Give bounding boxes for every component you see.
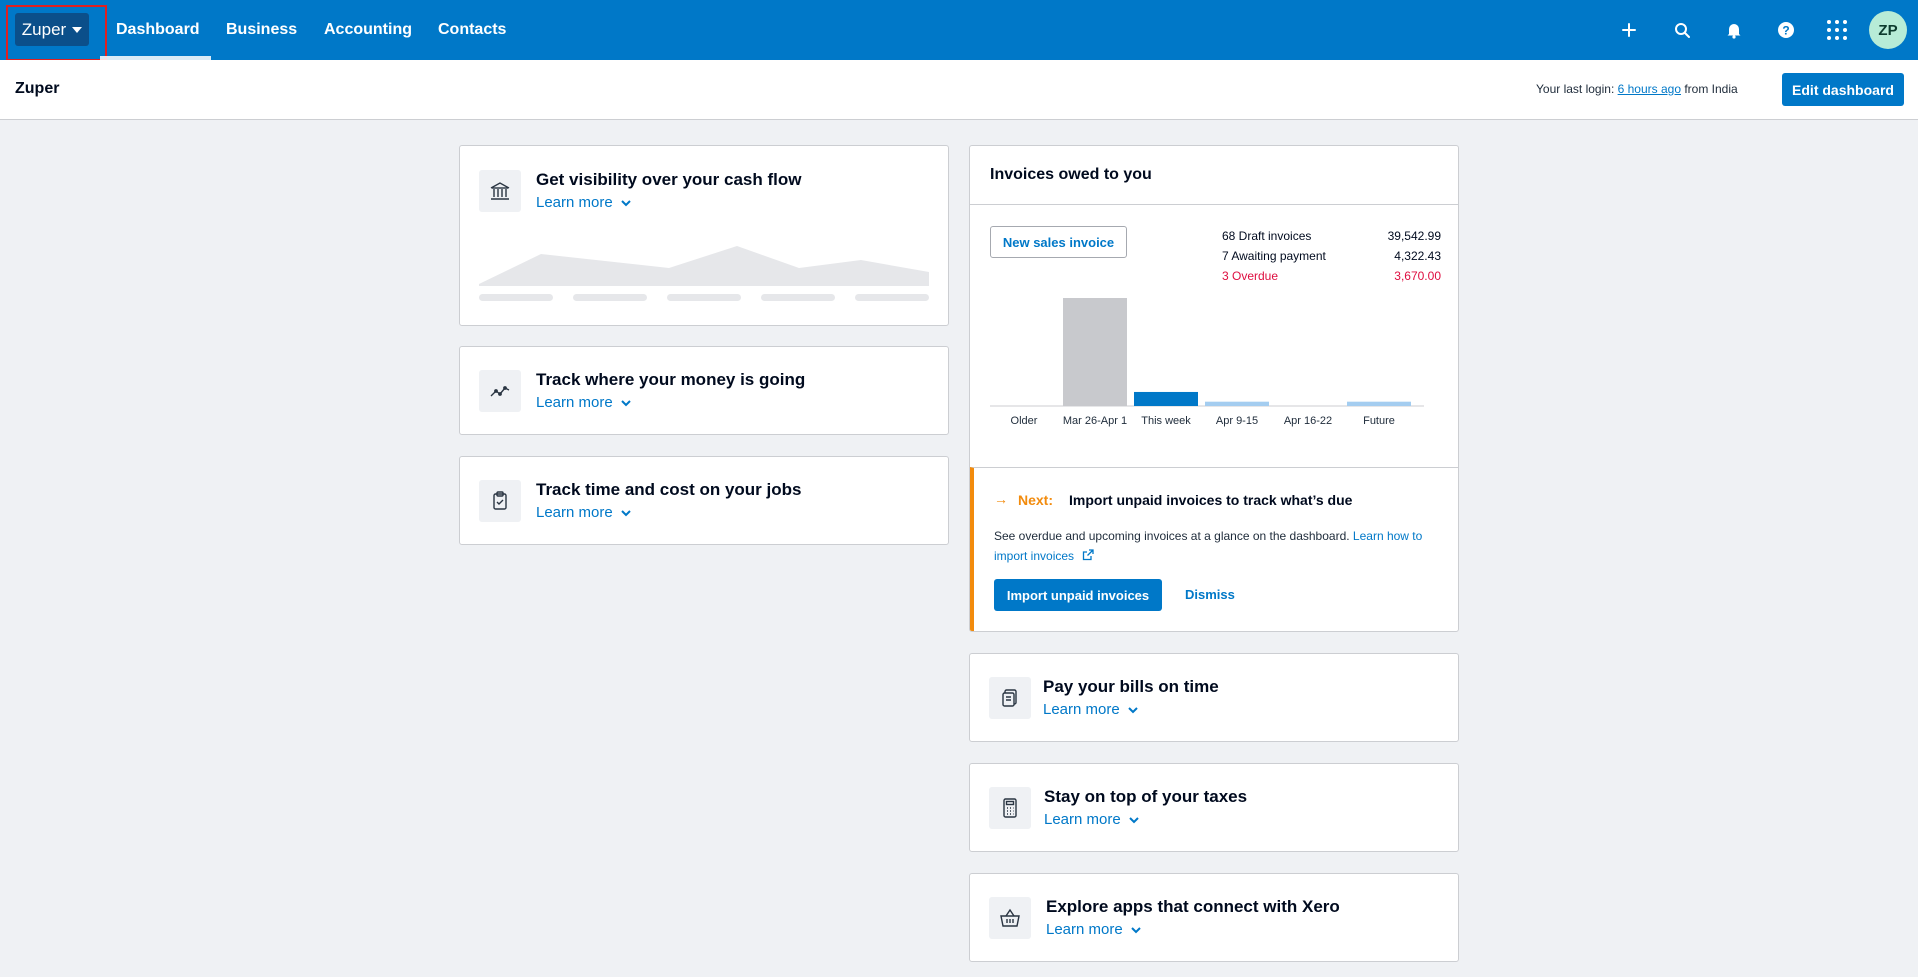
last-login-text: Your last login: 6 hours ago from India — [1536, 82, 1738, 96]
last-login-suffix: from India — [1681, 82, 1738, 96]
learn-more-label: Learn more — [1044, 811, 1121, 828]
chart-bar[interactable] — [1134, 391, 1198, 406]
basket-icon — [989, 897, 1031, 939]
org-switcher-label: Zuper — [21, 19, 67, 39]
bank-icon — [479, 170, 521, 212]
calculator-icon — [989, 787, 1031, 829]
stat-value: 4,322.43 — [1394, 249, 1441, 263]
learn-more-link[interactable]: Learn more — [536, 194, 632, 211]
plus-icon[interactable] — [1616, 17, 1642, 43]
dismiss-button[interactable]: Dismiss — [1185, 587, 1235, 602]
cash-flow-card: Get visibility over your cash flow Learn… — [459, 145, 949, 326]
chevron-down-icon — [621, 199, 631, 206]
learn-more-link[interactable]: Learn more — [1044, 811, 1140, 828]
next-description-text: See overdue and upcoming invoices at a g… — [994, 529, 1353, 543]
trend-line-icon — [479, 370, 521, 412]
card-title: Track where your money is going — [536, 370, 806, 389]
chart-category-label: Apr 9-15 — [1216, 415, 1258, 427]
learn-more-link[interactable]: Learn more — [536, 504, 632, 521]
top-navigation-bar: Zuper Dashboard Business Accounting Cont… — [0, 0, 1918, 61]
stat-label: 3 Overdue — [1222, 269, 1279, 283]
awaiting-payment-row[interactable]: 7 Awaiting payment 4,322.43 — [1222, 249, 1441, 263]
taxes-card: Stay on top of your taxes Learn more — [969, 763, 1459, 852]
stat-value: 3,670.00 — [1394, 269, 1441, 283]
chart-category-label: Future — [1363, 415, 1395, 427]
new-sales-invoice-button[interactable]: New sales invoice — [990, 226, 1127, 258]
user-avatar[interactable]: ZP — [1869, 11, 1907, 49]
learn-more-link[interactable]: Learn more — [536, 394, 632, 411]
clipboard-check-icon — [479, 480, 521, 522]
last-login-prefix: Your last login: — [1536, 82, 1618, 96]
next-step-panel: → Next: Import unpaid invoices to track … — [970, 467, 1458, 631]
chart-category-label: Older — [1011, 415, 1038, 427]
chart-bar[interactable] — [1347, 401, 1411, 406]
org-switcher-button[interactable]: Zuper — [15, 13, 89, 46]
page-title: Zuper — [15, 80, 60, 97]
nav-dashboard[interactable]: Dashboard — [116, 21, 200, 38]
learn-more-link[interactable]: Learn more — [1046, 921, 1142, 938]
chart-category-label: Apr 16-22 — [1284, 415, 1332, 427]
external-link-icon — [1083, 549, 1095, 561]
learn-more-label: Learn more — [1046, 921, 1123, 938]
last-login-link[interactable]: 6 hours ago — [1617, 82, 1681, 96]
chevron-down-icon — [1128, 706, 1138, 713]
chevron-down-icon — [1131, 926, 1141, 933]
money-tracking-card: Track where your money is going Learn mo… — [459, 346, 949, 435]
chart-bar[interactable] — [1063, 298, 1127, 406]
card-title: Stay on top of your taxes — [1044, 787, 1248, 806]
next-description: See overdue and upcoming invoices at a g… — [994, 526, 1424, 566]
invoices-owed-card: Invoices owed to you New sales invoice 6… — [969, 145, 1459, 632]
apps-grid-icon[interactable] — [1824, 17, 1850, 43]
learn-more-label: Learn more — [536, 504, 613, 521]
invoices-title: Invoices owed to you — [990, 166, 1152, 183]
card-title: Track time and cost on your jobs — [536, 480, 802, 499]
help-icon[interactable]: ? — [1773, 17, 1799, 43]
chart-category-label: Mar 26-Apr 1 — [1063, 415, 1127, 427]
learn-more-label: Learn more — [1043, 701, 1120, 718]
card-title: Pay your bills on time — [1043, 677, 1219, 696]
stat-label: 7 Awaiting payment — [1222, 249, 1326, 263]
chart-category-label: This week — [1141, 415, 1191, 427]
next-title: Import unpaid invoices to track what’s d… — [1069, 492, 1353, 508]
import-help-link-label: Learn how to import invoices — [994, 529, 1423, 563]
bill-icon — [989, 677, 1031, 719]
card-title: Get visibility over your cash flow — [536, 170, 802, 189]
caret-down-icon — [72, 26, 83, 33]
import-help-link[interactable]: Learn how to import invoices — [994, 529, 1422, 563]
active-nav-indicator — [100, 56, 211, 60]
import-unpaid-invoices-button[interactable]: Import unpaid invoices — [994, 579, 1162, 611]
card-title: Explore apps that connect with Xero — [1046, 897, 1340, 916]
dashboard-header: Zuper Your last login: 6 hours ago from … — [0, 60, 1918, 120]
chevron-down-icon — [621, 399, 631, 406]
learn-more-link[interactable]: Learn more — [1043, 701, 1139, 718]
cash-flow-placeholder-graphic — [479, 246, 929, 301]
edit-dashboard-button[interactable]: Edit dashboard — [1782, 73, 1904, 106]
stat-value: 39,542.99 — [1387, 229, 1441, 243]
jobs-tracking-card: Track time and cost on your jobs Learn m… — [459, 456, 949, 545]
stat-label: 68 Draft invoices — [1222, 229, 1312, 243]
bell-icon[interactable] — [1721, 17, 1747, 43]
arrow-right-icon: → — [994, 491, 1008, 507]
nav-contacts[interactable]: Contacts — [438, 21, 507, 38]
learn-more-label: Learn more — [536, 194, 613, 211]
pay-bills-card: Pay your bills on time Learn more — [969, 653, 1459, 742]
chevron-down-icon — [621, 509, 631, 516]
learn-more-label: Learn more — [536, 394, 613, 411]
nav-business[interactable]: Business — [226, 21, 298, 38]
chart-bar[interactable] — [1205, 401, 1269, 406]
explore-apps-card: Explore apps that connect with Xero Lear… — [969, 873, 1459, 962]
overdue-row[interactable]: 3 Overdue 3,670.00 — [1222, 269, 1441, 283]
invoices-bar-chart: Older Mar 26-Apr 1 This week Apr 9-15 Apr 16… — [990, 298, 1424, 427]
chevron-down-icon — [1129, 816, 1139, 823]
nav-accounting[interactable]: Accounting — [324, 21, 412, 38]
divider — [970, 204, 1458, 205]
draft-invoices-row[interactable]: 68 Draft invoices 39,542.99 — [1222, 229, 1441, 243]
search-icon[interactable] — [1669, 17, 1695, 43]
next-label: Next: — [1018, 492, 1054, 508]
svg-text:?: ? — [1782, 24, 1789, 38]
